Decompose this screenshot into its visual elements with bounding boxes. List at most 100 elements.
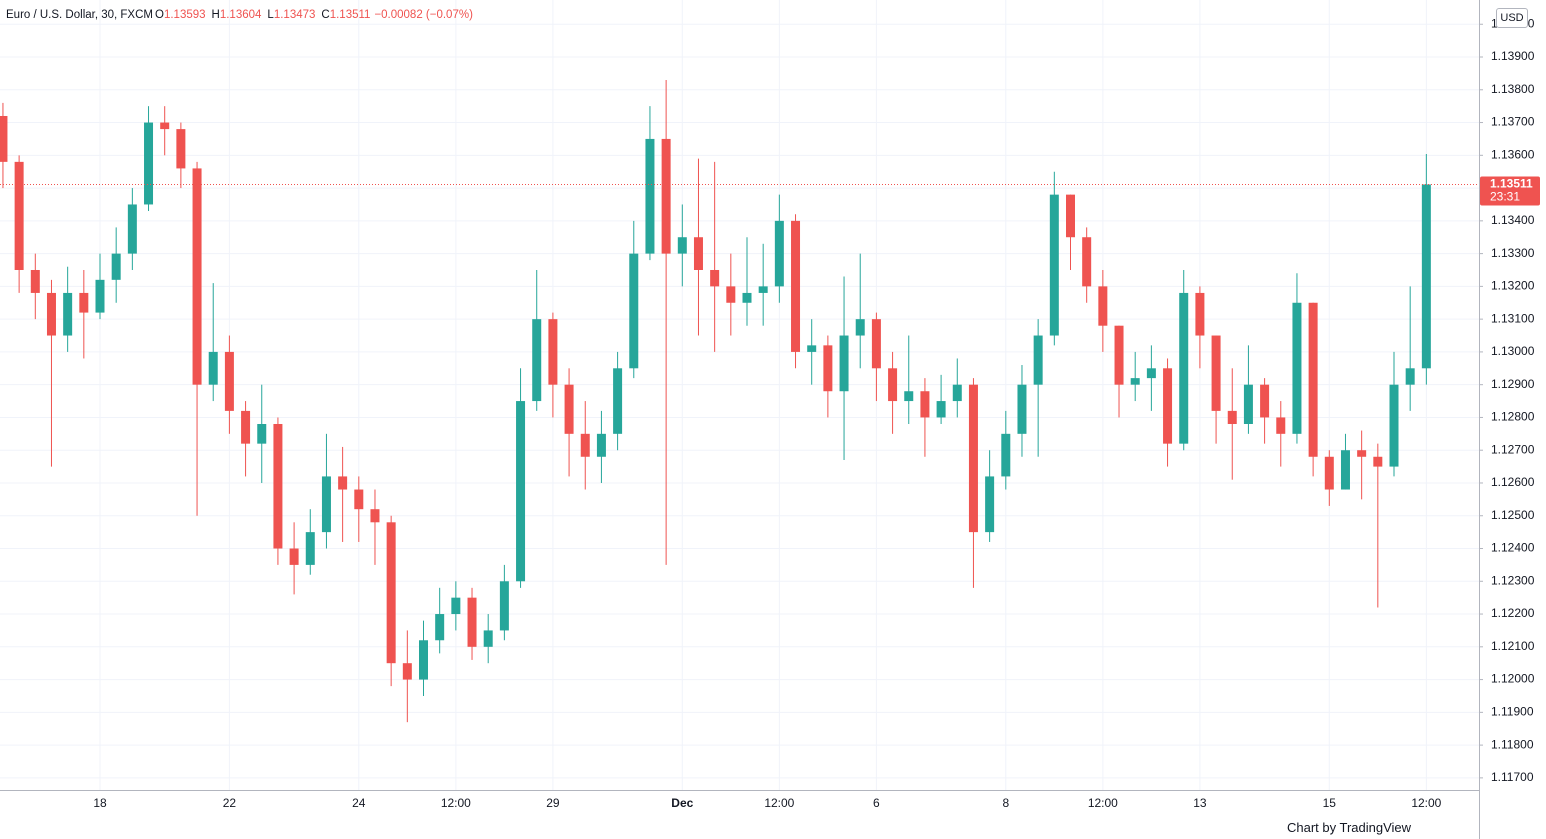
candle-body [192,168,202,385]
candle-body [208,351,218,385]
candle-body [1324,456,1334,490]
candle-body [1114,325,1124,385]
candle-body [823,345,833,392]
candle-body [111,253,121,280]
candle-body [1340,450,1350,490]
ohlc-value: 1.13511 [329,9,371,21]
x-tick-label: 24 [352,796,366,810]
candle-body [516,401,526,582]
currency-button[interactable]: USD [1496,8,1528,28]
ohlc-value: 1.13473 [273,9,316,21]
y-tick-label: 1.12200 [1491,606,1535,620]
candle-body [871,319,881,369]
candle-body [289,548,299,565]
x-tick-label: Dec [671,796,693,810]
candle-body [1227,410,1237,424]
candle-body [548,319,558,385]
candle-body [435,614,445,641]
candle-body [1389,384,1399,467]
candle-body [1130,378,1140,385]
x-tick-label: 29 [546,796,560,810]
y-tick-label: 1.12700 [1491,442,1535,456]
ohlc-values: O1.13593 H1.13604 L1.13473 C1.13511 [153,9,374,21]
ohlc-key: L [267,9,274,21]
y-tick-label: 1.13100 [1491,311,1535,325]
candle-body [855,319,865,336]
candle-body [370,509,380,523]
candle-body [305,532,315,565]
candle-body [1163,368,1173,444]
candle-body [936,401,946,418]
candle-body [1146,368,1156,379]
candle-body [451,597,461,615]
y-tick-label: 1.12800 [1491,410,1535,424]
candle-body [257,423,267,444]
candle-body [79,292,89,313]
y-tick-label: 1.13000 [1491,344,1535,358]
candle-body [354,489,364,510]
candle-body [1260,384,1270,418]
candle-body [774,220,784,287]
candle-body [1308,302,1318,457]
candle-body [629,253,639,369]
candle-body [14,161,24,270]
symbol-legend: Euro / U.S. Dollar, 30, FXCM O1.13593 H1.1… [6,9,477,21]
change: −0.00082 (−0.07%) [374,9,473,21]
x-tick-label: 6 [873,796,880,810]
candle-body [483,630,493,647]
candle-body [596,433,606,457]
candle-body [176,129,186,169]
candle-body [386,522,396,664]
y-tick-label: 1.12600 [1491,475,1535,489]
candle-body [338,476,348,490]
x-tick-label: 13 [1193,796,1207,810]
candle-body [224,351,234,411]
last-price-tag [1480,176,1540,206]
candle-body [30,269,40,293]
y-tick-label: 1.11800 [1491,737,1534,751]
candle-body [613,368,623,434]
candle-body [1049,194,1059,336]
candle-body [580,433,590,457]
candle-body [1017,384,1027,434]
candle-body [726,286,736,303]
y-tick-label: 1.13700 [1491,115,1535,129]
candle-body [710,269,720,287]
candle-body [273,423,283,549]
candle-body [1405,368,1415,385]
candle-body [904,391,914,402]
candle-body [1292,302,1302,434]
candle-body [1373,456,1383,467]
symbol-title: Euro / U.S. Dollar, 30, FXCM [6,9,153,21]
candle-body [95,279,105,313]
credit: Chart by TradingView [1287,820,1412,835]
candle-body [1421,184,1431,369]
grid [0,0,1479,790]
ohlc-value: 1.13593 [163,9,206,21]
candle-body [968,384,978,533]
candle-body [1211,335,1221,411]
candle-body [46,292,56,336]
candle-body [952,384,962,402]
candle-body [839,335,849,392]
candle-body [127,204,137,254]
countdown-label: 23:31 [1490,190,1520,204]
candle-body [402,663,412,680]
x-tick-label: 12:00 [441,796,471,810]
y-tick-label: 1.12100 [1491,639,1535,653]
candle-body [532,319,542,402]
candle-body [63,292,73,336]
y-tick-label: 1.12300 [1491,573,1535,587]
candle-body [564,384,574,434]
candle-body [791,220,801,352]
candle-body [693,237,703,270]
ohlc-key: H [211,9,220,21]
y-tick-label: 1.12000 [1491,672,1535,686]
y-tick-label: 1.12900 [1491,377,1535,391]
candle-body [1195,292,1205,336]
y-tick-label: 1.13600 [1491,147,1535,161]
x-tick-label: 12:00 [1411,796,1441,810]
candle-body [807,345,817,352]
